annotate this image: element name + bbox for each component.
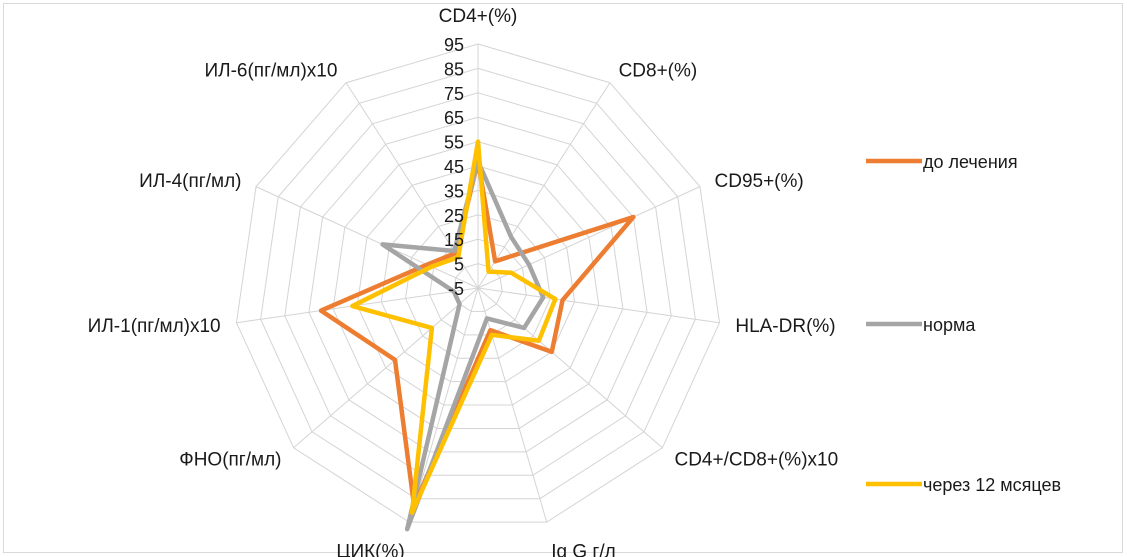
tick-label: 5: [454, 255, 464, 275]
chart-frame: [3, 3, 1123, 553]
tick-label: 55: [444, 133, 464, 153]
axis-label: Ig G г/л: [551, 541, 615, 557]
axis-label: ФНО(пг/мл): [179, 449, 281, 470]
tick-label: 45: [444, 157, 464, 177]
grid-spoke: [477, 82, 611, 289]
series-через-12-мсяцев: [350, 139, 558, 516]
tick-label: 95: [444, 35, 464, 55]
axis-label: ЦИК(%): [336, 541, 404, 557]
grid-spoke: [408, 287, 479, 523]
series-lines: [318, 139, 636, 532]
tick-label: 35: [444, 181, 464, 201]
axis-label: ИЛ-4(пг/мл): [139, 171, 241, 192]
series-до-лечения: [318, 158, 636, 508]
grid-ring: [332, 141, 624, 429]
grid-spoke: [477, 287, 663, 449]
axis-label: CD95+(%): [715, 171, 804, 192]
grid-ring: [235, 43, 721, 523]
grid-spoke: [477, 186, 701, 289]
grid-ring: [284, 92, 672, 476]
tick-label: 85: [444, 59, 464, 79]
tick-label: 65: [444, 108, 464, 128]
axis-label: HLA-DR(%): [735, 316, 835, 337]
grid-ring: [308, 116, 648, 453]
legend-label: норма: [923, 315, 976, 335]
grid-spoke: [477, 287, 548, 523]
grid-spoke: [293, 287, 479, 449]
axis-label: CD4+(%): [439, 6, 518, 27]
axis-labels: CD4+(%) CD8+(%) CD95+(%) HLA-DR(%) CD4+/CD8+…: [88, 6, 838, 557]
radial-tick-labels: -5 5 15 25 35 45 55 65 75 85 95: [444, 35, 464, 299]
legend-label: через 12 мсяцев: [923, 475, 1061, 495]
legend-label: до лечения: [923, 152, 1018, 172]
tick-label: -5: [448, 279, 464, 299]
axis-label: CD8+(%): [619, 60, 698, 81]
grid-ring: [260, 67, 696, 500]
axis-label: ИЛ-6(пг/мл)x10: [204, 60, 337, 81]
axis-label: CD4+/CD8+(%)x10: [674, 449, 838, 470]
grid-spoke: [255, 186, 479, 289]
tick-label: 75: [444, 84, 464, 104]
legend: до лечения норма через 12 мсяцев: [866, 152, 1061, 495]
axis-label: ИЛ-1(пг/мл)x10: [88, 316, 221, 337]
series-норма: [380, 158, 546, 532]
grid: [235, 43, 721, 523]
grid-ring: [453, 263, 503, 312]
grid-spoke: [477, 287, 720, 324]
grid-ring: [356, 165, 600, 406]
tick-label: 25: [444, 206, 464, 226]
tick-label: 15: [444, 230, 464, 250]
